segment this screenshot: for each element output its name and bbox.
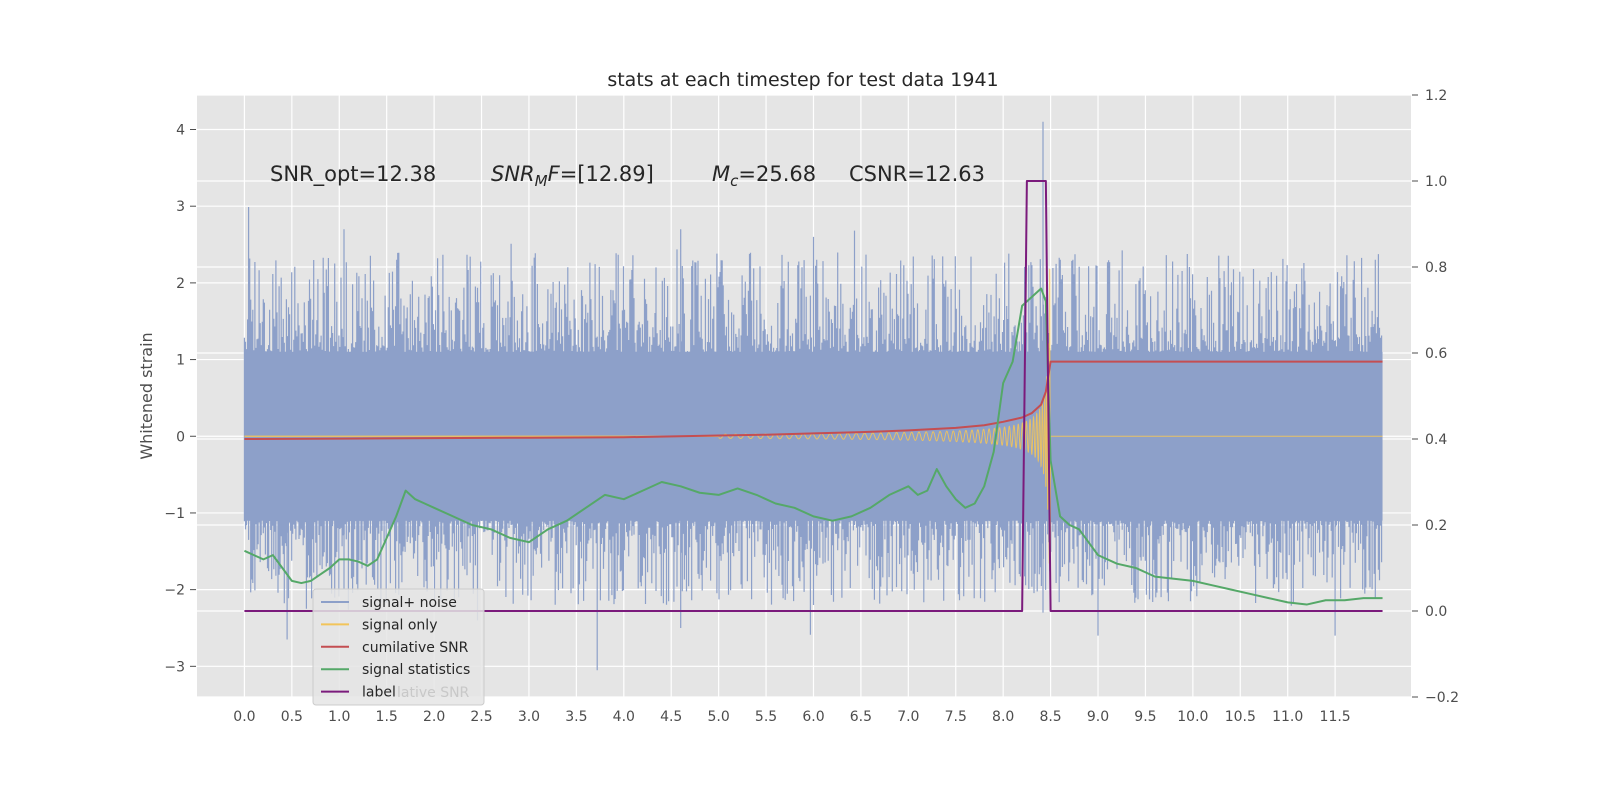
x-tick-label: 4.0	[613, 709, 635, 725]
y-right-tick-label: 0.0	[1425, 604, 1447, 620]
x-axis: 0.0 0.5 1.0 1.5 2.0 2.5 3.0 3.5 4.0 4.5 5.0 5.5 6.0 6…	[233, 709, 1350, 725]
y-tick-label: 0	[176, 429, 185, 445]
legend-label: cumilative SNR	[362, 640, 469, 656]
x-tick-label: 0.0	[233, 709, 255, 725]
y-axis-label: Whitened strain	[137, 332, 156, 459]
legend: signal+ noise signal only cumilative SNR si…	[312, 588, 485, 706]
annotation-snr-mf: SNRMF=[12.89]	[491, 162, 654, 190]
x-tick-label: 1.0	[328, 709, 350, 725]
legend-label: label	[362, 685, 396, 701]
y-axis-left: −3 −2 −1 0 1 2 3 4	[164, 123, 196, 675]
legend-ghost-text: lative SNR	[397, 685, 470, 701]
y-right-tick-label: 0.8	[1425, 260, 1447, 276]
annotation-snr-mf-main: SNR	[491, 162, 535, 186]
x-tick-label: 7.5	[945, 709, 967, 725]
series-layer	[243, 121, 1383, 671]
y-right-tick-label: 0.2	[1425, 518, 1447, 534]
y-tick-label: 1	[176, 353, 185, 369]
legend-label: signal+ noise	[362, 595, 457, 611]
series-label	[244, 180, 1383, 612]
y-tick-label: −3	[164, 659, 185, 675]
x-tick-label: 8.5	[1039, 709, 1061, 725]
annotation-snr-mf-f: F	[548, 162, 561, 186]
x-tick-label: 7.0	[897, 709, 919, 725]
x-tick-label: 10.5	[1225, 709, 1256, 725]
annotation-mc-value: =25.68	[738, 162, 816, 186]
x-tick-label: 0.5	[281, 709, 303, 725]
x-tick-label: 5.0	[708, 709, 730, 725]
y-tick-label: −1	[164, 506, 185, 522]
y-right-tick-label: 1.2	[1425, 88, 1447, 104]
x-tick-label: 3.5	[565, 709, 587, 725]
legend-label: signal statistics	[362, 662, 470, 678]
annotation-snr-opt: SNR_opt=12.38	[270, 162, 436, 187]
x-tick-label: 2.0	[423, 709, 445, 725]
y-right-tick-label: −0.2	[1425, 690, 1459, 706]
y-right-tick-label: 0.4	[1425, 432, 1447, 448]
annotation-snr-mf-sub: M	[535, 172, 548, 190]
annotation-mc-main: M	[712, 162, 730, 186]
x-tick-label: 4.5	[660, 709, 682, 725]
series-signal-statistics	[244, 287, 1383, 606]
x-tick-label: 5.5	[755, 709, 777, 725]
y-axis-right: −0.2 0.0 0.2 0.4 0.6 0.8 1.0 1.2	[1412, 88, 1459, 706]
legend-box	[312, 588, 485, 706]
series-cumilative-snr	[244, 360, 1383, 440]
y-right-tick-label: 1.0	[1425, 174, 1447, 190]
x-tick-label: 6.5	[850, 709, 872, 725]
x-tick-label: 9.0	[1087, 709, 1109, 725]
x-tick-label: 9.5	[1134, 709, 1156, 725]
y-tick-label: −2	[164, 583, 185, 599]
annotations: SNR_opt=12.38 SNRMF=[12.89] Mc=25.68 CSN…	[270, 162, 985, 190]
annotation-csnr: CSNR=12.63	[849, 162, 985, 186]
x-tick-label: 10.0	[1177, 709, 1208, 725]
chart-title: stats at each timestep for test data 194…	[607, 69, 998, 91]
y-tick-label: 4	[176, 123, 185, 139]
y-right-tick-label: 0.6	[1425, 346, 1447, 362]
x-tick-label: 6.0	[802, 709, 824, 725]
annotation-mc-sub: c	[730, 172, 739, 190]
x-tick-label: 11.0	[1272, 709, 1303, 725]
x-tick-label: 1.5	[376, 709, 398, 725]
x-tick-label: 3.0	[518, 709, 540, 725]
annotation-snr-mf-value: =[12.89]	[560, 162, 654, 186]
x-tick-label: 8.0	[992, 709, 1014, 725]
x-tick-label: 11.5	[1320, 709, 1351, 725]
legend-label: signal only	[362, 617, 437, 633]
y-tick-label: 3	[176, 199, 185, 215]
x-tick-label: 2.5	[470, 709, 492, 725]
annotation-mc: Mc=25.68	[712, 162, 816, 190]
y-tick-label: 2	[176, 276, 185, 292]
